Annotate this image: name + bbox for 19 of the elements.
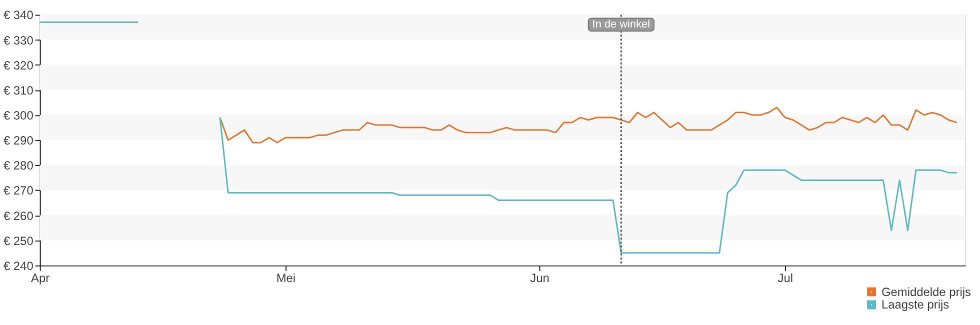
ref-line-label: In de winkel [592,18,650,31]
legend-label: Gemiddelde prijs [882,284,971,299]
y-tick-label: € 260 [3,208,34,223]
x-tick-label: Jul [778,270,794,285]
y-tick-label: € 240 [3,258,34,273]
x-tick-label: Apr [31,270,50,285]
y-tick-label: € 280 [3,158,34,173]
x-tick-label: Mei [276,270,296,285]
y-tick-label: € 290 [3,134,34,148]
y-tick-label: € 300 [3,108,34,122]
y-tick-label: € 340 [3,8,34,22]
x-tick-label: Jun [530,270,550,285]
y-tick-label: € 310 [3,83,34,98]
y-tick-label: € 330 [3,33,34,48]
y-tick-label: € 270 [3,184,34,198]
y-tick-label: € 250 [3,234,34,248]
y-tick-label: € 320 [3,58,34,72]
line-series [219,106,958,144]
legend-label: Laagste prijs [882,298,950,312]
